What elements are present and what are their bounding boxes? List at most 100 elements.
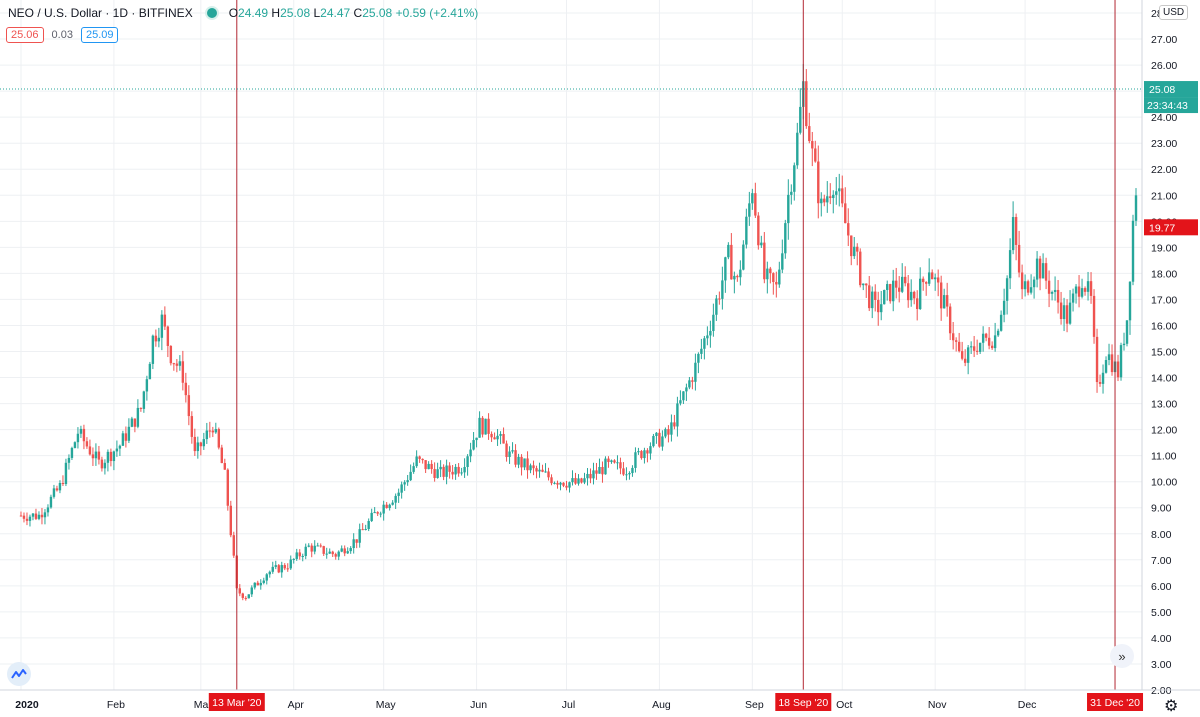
candle-body <box>139 407 143 409</box>
y-tick-label: 5.00 <box>1151 607 1172 619</box>
candle-body <box>787 194 790 224</box>
date-marker-box <box>775 693 832 711</box>
candle-body <box>169 345 173 364</box>
candle-body <box>244 597 247 599</box>
candle-body <box>1062 305 1066 320</box>
candle-body <box>969 346 973 348</box>
candle-body <box>898 287 901 292</box>
y-tick-label: 21.00 <box>1151 190 1177 202</box>
candle-body <box>370 512 373 522</box>
high-value: 25.08 <box>280 6 311 20</box>
last-price-label: 25.08 <box>1149 84 1175 96</box>
candle-body <box>691 380 694 382</box>
candle-body <box>334 554 337 557</box>
candle-body <box>22 515 26 519</box>
sell-price-button[interactable]: 25.06 <box>6 27 44 43</box>
candle-body <box>685 387 688 392</box>
candle-body <box>1056 289 1060 303</box>
candle-body <box>580 478 583 483</box>
candle-body <box>892 280 895 302</box>
candle-body <box>990 345 994 349</box>
candle-body <box>502 434 505 444</box>
candle-body <box>745 216 748 245</box>
candle-body <box>1020 272 1024 290</box>
date-marker-box <box>1087 693 1144 711</box>
candle-body <box>289 559 292 569</box>
candle-body <box>799 106 802 133</box>
candle-body <box>853 246 856 257</box>
candle-body <box>1005 278 1009 301</box>
candle-body <box>403 482 406 485</box>
candle-body <box>760 242 763 246</box>
candle-body <box>337 551 340 557</box>
gear-icon[interactable]: ⚙ <box>1164 698 1179 715</box>
candle-body <box>301 556 304 558</box>
candle-body <box>820 198 823 204</box>
x-tick-label: May <box>376 699 397 711</box>
candle-body <box>1026 281 1030 293</box>
candle-body <box>373 512 376 514</box>
candle-body <box>1038 258 1042 279</box>
candle-body <box>942 295 946 309</box>
candle-body <box>823 198 826 203</box>
candle-body <box>930 272 934 280</box>
candle-body <box>1083 288 1087 292</box>
candle-body <box>907 283 910 301</box>
candle-body <box>577 478 580 484</box>
candle-body <box>939 282 943 309</box>
double-chevron-right-icon[interactable]: » <box>1110 644 1134 668</box>
candle-body <box>400 484 403 493</box>
candle-body <box>310 545 313 552</box>
candle-body <box>73 442 77 448</box>
symbol-title[interactable]: NEO / U.S. Dollar · 1D · BITFINEX <box>8 6 193 20</box>
candle-body <box>796 132 799 166</box>
y-tick-label: 13.00 <box>1151 399 1177 411</box>
candle-body <box>1011 217 1015 251</box>
candle-body <box>394 495 397 503</box>
candle-body <box>511 450 514 452</box>
candle-body <box>175 363 179 366</box>
buy-price-button[interactable]: 25.09 <box>80 27 119 43</box>
candle-body <box>1122 343 1126 346</box>
candle-body <box>808 126 811 142</box>
candle-body <box>79 428 83 434</box>
candle-body <box>658 432 661 447</box>
candle-body <box>1131 220 1135 282</box>
candle-body <box>40 514 44 518</box>
candle-body <box>574 478 577 484</box>
candle-body <box>58 483 62 491</box>
candle-body <box>1053 289 1057 293</box>
candle-body <box>727 244 730 258</box>
y-tick-label: 16.00 <box>1151 320 1177 332</box>
candle-body <box>667 429 670 435</box>
x-tick-label: Apr <box>288 699 305 711</box>
y-tick-label: 7.00 <box>1151 555 1172 567</box>
close-value: 25.08 <box>362 6 393 20</box>
candle-body <box>1089 281 1093 296</box>
candle-body <box>112 451 116 462</box>
candle-body <box>688 380 691 388</box>
currency-button[interactable]: USD <box>1159 5 1189 20</box>
candle-body <box>589 473 592 479</box>
candle-body <box>1098 382 1102 384</box>
candle-body <box>748 203 751 217</box>
candle-body <box>951 333 955 341</box>
candle-body <box>55 488 59 491</box>
candle-body <box>553 482 556 484</box>
candle-body <box>859 251 862 286</box>
candle-body <box>948 306 952 334</box>
candle-body <box>376 512 379 514</box>
candle-body <box>996 330 1000 336</box>
candle-body <box>388 504 391 509</box>
candle-body <box>529 465 532 471</box>
candle-body <box>1050 292 1054 294</box>
candle-body <box>954 340 958 342</box>
ohlc-values: O24.49 H25.08 L24.47 C25.08 +0.59 (+2.41… <box>229 6 479 20</box>
candle-body <box>715 298 718 315</box>
candle-body <box>331 551 334 555</box>
candle-body <box>406 480 409 483</box>
tradingview-logo-icon[interactable] <box>7 662 31 686</box>
candle-body <box>61 483 65 485</box>
candle-body <box>247 594 250 599</box>
